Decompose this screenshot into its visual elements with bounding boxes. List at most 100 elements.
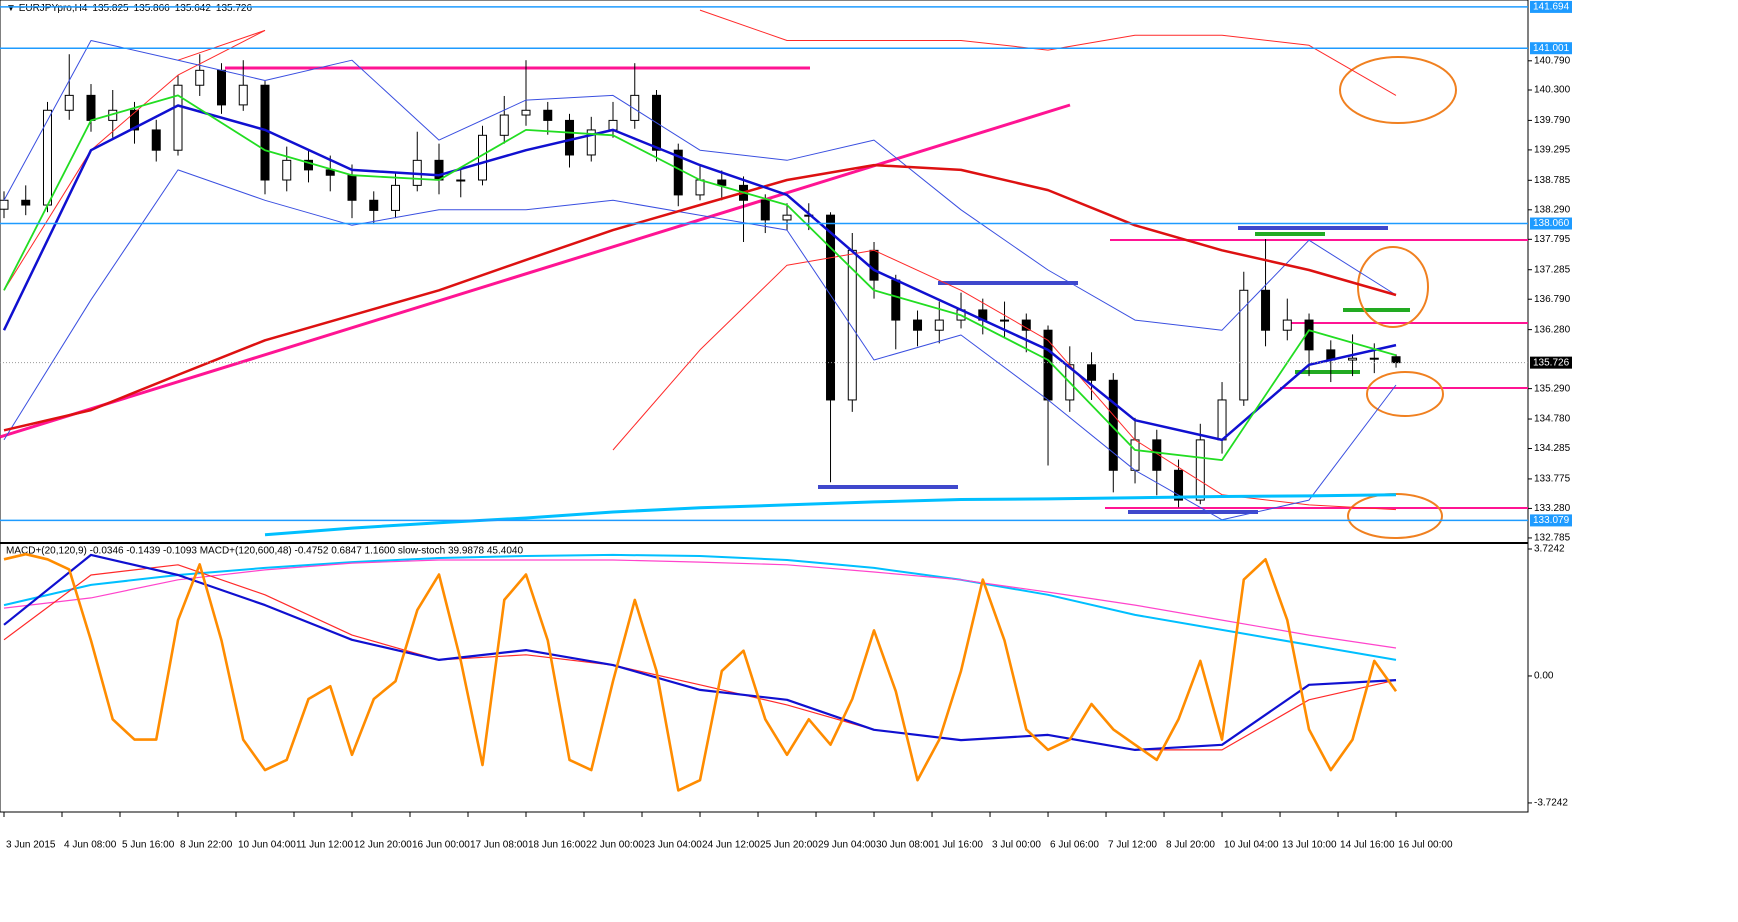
x-tick-label: 18 Jun 16:00 bbox=[528, 840, 586, 851]
x-tick-label: 7 Jul 12:00 bbox=[1108, 840, 1157, 851]
candle-body bbox=[369, 199, 379, 211]
candle-body bbox=[64, 94, 74, 111]
candle-body bbox=[1348, 357, 1358, 361]
indicator-line bbox=[3, 163, 1397, 432]
trend-line bbox=[0, 103, 1071, 439]
y-tick-label: 136.280 bbox=[1534, 324, 1571, 335]
x-tick-label: 17 Jun 08:00 bbox=[470, 840, 528, 851]
candle-body bbox=[260, 84, 270, 181]
highlight-ellipse bbox=[1357, 246, 1429, 328]
y-tick-label: 134.285 bbox=[1534, 443, 1571, 454]
y-tick-label: 140.300 bbox=[1534, 85, 1571, 96]
y-tick-label: 135.290 bbox=[1534, 383, 1571, 394]
x-tick-label: 12 Jun 20:00 bbox=[354, 840, 412, 851]
candle-body bbox=[673, 149, 683, 196]
candle-body bbox=[1217, 399, 1227, 441]
level-label: 141.694 bbox=[1533, 2, 1570, 13]
indicator-line bbox=[264, 493, 1397, 537]
ohlc-close: 135.726 bbox=[216, 3, 253, 14]
indicator-header: MACD+(20,120,9) -0.0346 -0.1439 -0.1093 … bbox=[6, 546, 523, 557]
indicator-line bbox=[3, 553, 1397, 661]
candle-body bbox=[826, 214, 836, 401]
candle-body bbox=[499, 114, 509, 136]
candle-body bbox=[586, 129, 596, 156]
candle-body bbox=[1282, 319, 1292, 331]
y-tick-label: 132.785 bbox=[1534, 533, 1571, 544]
indicator-line bbox=[3, 29, 1397, 511]
indicator-line bbox=[3, 559, 1397, 649]
x-tick-label: 16 Jun 00:00 bbox=[412, 840, 470, 851]
x-tick-label: 13 Jul 10:00 bbox=[1282, 840, 1337, 851]
candle-body bbox=[86, 94, 96, 121]
candle-body bbox=[695, 179, 705, 196]
x-tick-label: 29 Jun 04:00 bbox=[818, 840, 876, 851]
ohlc-low: 135.642 bbox=[175, 3, 212, 14]
candle-body bbox=[478, 134, 488, 181]
highlight-ellipse bbox=[1366, 371, 1444, 417]
y-tick-label: 3.7242 bbox=[1534, 544, 1565, 555]
x-tick-label: 30 Jun 08:00 bbox=[876, 840, 934, 851]
indicator-line bbox=[3, 94, 1397, 461]
x-tick-label: 14 Jul 16:00 bbox=[1340, 840, 1395, 851]
y-tick-label: 139.295 bbox=[1534, 145, 1571, 156]
x-tick-label: 23 Jun 04:00 bbox=[644, 840, 702, 851]
highlight-ellipse bbox=[1339, 56, 1457, 124]
y-tick-label: 0.00 bbox=[1534, 671, 1554, 682]
level-label-box bbox=[1530, 217, 1572, 230]
candle-body bbox=[1261, 289, 1271, 331]
candle-body bbox=[282, 159, 292, 181]
candle-body bbox=[1391, 356, 1401, 364]
candle-body bbox=[173, 84, 183, 151]
candle-body bbox=[238, 84, 248, 106]
level-label-box bbox=[1530, 0, 1572, 13]
x-tick-label: 16 Jul 00:00 bbox=[1398, 840, 1453, 851]
x-tick-label: 6 Jul 06:00 bbox=[1050, 840, 1099, 851]
candle-body bbox=[869, 249, 879, 281]
candle-body bbox=[1000, 319, 1010, 322]
plot-frame bbox=[0, 0, 1529, 813]
level-label-box bbox=[1530, 514, 1572, 527]
level-label: 138.060 bbox=[1533, 218, 1570, 229]
candle-body bbox=[129, 109, 139, 131]
ohlc-high: 135.866 bbox=[134, 3, 171, 14]
candle-body bbox=[1239, 289, 1249, 401]
x-tick-label: 11 Jun 12:00 bbox=[296, 840, 354, 851]
level-label: 133.079 bbox=[1533, 515, 1570, 526]
candle-body bbox=[304, 159, 314, 171]
y-tick-label: 134.780 bbox=[1534, 414, 1571, 425]
x-tick-label: 22 Jun 00:00 bbox=[586, 840, 644, 851]
y-tick-label: 140.790 bbox=[1534, 55, 1571, 66]
candle-body bbox=[1195, 439, 1205, 501]
candle-body bbox=[1152, 439, 1162, 471]
candle-body bbox=[1087, 364, 1097, 381]
candle-body bbox=[195, 69, 205, 86]
y-tick-label: 136.790 bbox=[1534, 294, 1571, 305]
candle-body bbox=[782, 214, 792, 221]
candle-body bbox=[543, 109, 553, 121]
candle-body bbox=[913, 319, 923, 331]
indicator-line bbox=[3, 564, 1397, 751]
candle-body bbox=[1021, 319, 1031, 331]
candle-body bbox=[891, 279, 901, 321]
indicator-line bbox=[3, 169, 1397, 521]
candle-body bbox=[934, 319, 944, 331]
candle-body bbox=[760, 199, 770, 221]
x-tick-label: 24 Jun 12:00 bbox=[702, 840, 760, 851]
candle-body bbox=[1130, 439, 1140, 471]
x-tick-label: 8 Jul 20:00 bbox=[1166, 840, 1215, 851]
y-tick-label: 133.775 bbox=[1534, 474, 1571, 485]
menu-arrow: ▼ bbox=[6, 3, 19, 14]
candle-body bbox=[608, 119, 618, 131]
x-tick-label: 3 Jun 2015 bbox=[6, 840, 56, 851]
indicator-line bbox=[177, 9, 1397, 96]
y-tick-label: 139.790 bbox=[1534, 115, 1571, 126]
x-tick-label: 3 Jul 00:00 bbox=[992, 840, 1041, 851]
y-tick-label: 137.285 bbox=[1534, 264, 1571, 275]
indicator-line bbox=[3, 552, 1398, 792]
price-label: 135.726 bbox=[1533, 357, 1570, 368]
candle-body bbox=[630, 94, 640, 121]
price-label-box bbox=[1530, 356, 1572, 369]
candle-body bbox=[565, 119, 575, 156]
candle-body bbox=[1369, 357, 1379, 360]
